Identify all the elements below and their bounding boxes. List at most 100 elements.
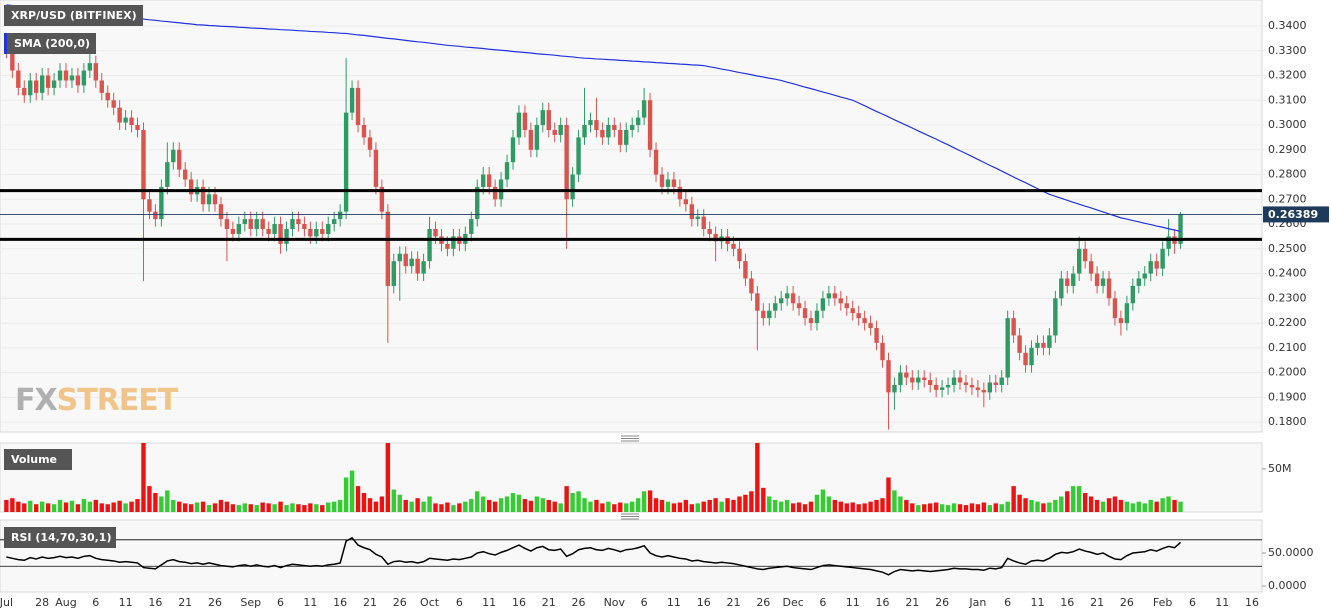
volume-bar [522, 499, 528, 512]
volume-bar [308, 503, 313, 512]
candle-body [969, 384, 975, 388]
volume-bar [773, 499, 778, 512]
candle-body [1041, 342, 1046, 348]
candle-body [99, 80, 104, 93]
x-tick-label: 6 [819, 596, 826, 609]
candle-body [802, 308, 808, 319]
candle-body [1088, 261, 1094, 274]
volume-bar [653, 498, 659, 512]
logo-part: STREET [57, 383, 179, 418]
candle-body [945, 384, 951, 388]
volume-bar [343, 477, 349, 512]
volume-bar [928, 503, 933, 512]
candle-body [1071, 273, 1076, 286]
volume-bar [999, 504, 1004, 512]
candle-body [981, 389, 987, 393]
candle-body [272, 224, 277, 234]
volume-bar [242, 503, 247, 512]
volume-bar [951, 503, 957, 512]
candle-body [582, 125, 587, 138]
volume-bar [707, 499, 712, 512]
volume-bar [987, 505, 992, 512]
candle-body [528, 129, 534, 150]
volume-bar [451, 505, 456, 512]
candle-body [75, 75, 81, 86]
candle-body [469, 219, 474, 234]
candle-body [105, 92, 110, 101]
volume-bar [725, 498, 730, 512]
volume-bar [528, 500, 534, 512]
volume-bar [486, 499, 492, 512]
candle-body [1100, 278, 1106, 286]
candle-body [635, 117, 641, 126]
volume-bar [1047, 502, 1052, 512]
x-tick-label: 26 [572, 596, 586, 609]
volume-bar [761, 487, 766, 512]
volume-bar [1053, 499, 1058, 512]
chart-title: XRP/USD (BITFINEX) [11, 9, 137, 22]
x-tick-label: 21 [363, 596, 377, 609]
volume-bar [904, 499, 909, 512]
candle-body [755, 293, 760, 311]
candle-body [963, 382, 969, 385]
candle-body [784, 293, 790, 299]
volume-bar [397, 494, 402, 512]
candle-body [665, 179, 671, 187]
candle-body [522, 112, 528, 130]
legend-label: SMA (200,0) [14, 37, 90, 50]
resize-handle[interactable] [621, 435, 639, 520]
volume-bar [28, 500, 33, 512]
candle-body [987, 382, 992, 393]
candle-body [576, 137, 581, 175]
candle-body [254, 219, 259, 229]
x-tick-label: 16 [333, 596, 347, 609]
volume-bar [659, 499, 665, 512]
volume-bar [492, 501, 498, 512]
volume-bar [206, 505, 212, 512]
volume-bar [683, 499, 689, 512]
x-tick-label: 11 [667, 596, 681, 609]
volume-bar [510, 493, 516, 512]
volume-bar [165, 490, 170, 512]
candle-body [761, 310, 766, 319]
candle-body [123, 117, 128, 123]
candle-body [892, 384, 897, 393]
legend-box[interactable] [4, 33, 96, 54]
candle-body [689, 204, 694, 220]
candle-body [570, 174, 575, 200]
volume-bar [1178, 501, 1183, 512]
volume-bar [183, 503, 188, 512]
candle-body [904, 372, 909, 378]
candle-body [188, 179, 194, 195]
volume-bar [141, 443, 146, 512]
panel-title: Volume [11, 453, 57, 466]
volume-bar [993, 503, 998, 512]
volume-bar [784, 499, 790, 512]
volume-bar [117, 500, 122, 512]
volume-bar [415, 498, 420, 512]
candle-body [1094, 273, 1100, 286]
candle-body [200, 186, 206, 205]
candle-body [415, 258, 420, 274]
volume-bar [1029, 499, 1034, 512]
y-tick-label: 0.3200 [1268, 69, 1307, 82]
volume-bar [123, 503, 128, 512]
volume-bar [1071, 486, 1076, 512]
volume-bar [850, 502, 855, 512]
candle-body [850, 308, 855, 314]
volume-bar [409, 501, 414, 512]
volume-bar [159, 496, 164, 512]
x-tick-label: 11 [1030, 596, 1044, 609]
volume-bar [618, 502, 623, 512]
y-tick-label: 0.3300 [1268, 44, 1307, 57]
volume-bar [713, 498, 718, 512]
volume-bar [188, 504, 194, 512]
candle-body [379, 186, 385, 212]
candle-body [16, 70, 21, 88]
candle-body [1065, 278, 1070, 286]
volume-bar [87, 501, 93, 512]
volume-bar [641, 491, 647, 512]
candle-body [39, 75, 45, 93]
volume-bar [16, 501, 21, 512]
candle-body [1082, 248, 1088, 262]
